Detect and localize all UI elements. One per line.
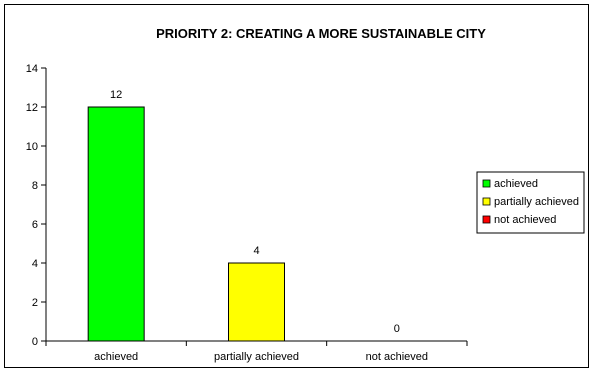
y-tick-label: 4 xyxy=(32,258,38,270)
category-label: partially achieved xyxy=(214,351,299,363)
chart-frame: PRIORITY 2: CREATING A MORE SUSTAINABLE … xyxy=(4,4,589,368)
chart-title: PRIORITY 2: CREATING A MORE SUSTAINABLE … xyxy=(156,26,486,41)
data-label: 4 xyxy=(253,245,259,257)
bar-chart: PRIORITY 2: CREATING A MORE SUSTAINABLE … xyxy=(26,26,585,363)
bar-achieved xyxy=(87,106,145,342)
y-tick-label: 14 xyxy=(26,63,38,75)
legend-label: not achieved xyxy=(494,214,556,226)
legend-label: achieved xyxy=(494,178,538,190)
legend-swatch xyxy=(482,197,491,206)
y-tick-label: 8 xyxy=(32,180,38,192)
legend-box xyxy=(476,171,585,234)
chart-legend: achieved partially achieved not achieved xyxy=(476,171,585,234)
data-label: 12 xyxy=(110,89,122,101)
data-label: 0 xyxy=(394,323,400,335)
y-tick-label: 10 xyxy=(26,141,38,153)
chart-bars: 12 achieved 4 partially achieved 0 not achiev… xyxy=(87,89,428,363)
category-label: achieved xyxy=(94,351,138,363)
legend-swatch xyxy=(482,215,491,224)
y-tick-label: 12 xyxy=(26,102,38,114)
y-tick-label: 2 xyxy=(32,297,38,309)
y-tick-label: 6 xyxy=(32,219,38,231)
legend-label: partially achieved xyxy=(494,196,579,208)
bar-partially-achieved xyxy=(228,262,285,342)
category-label: not achieved xyxy=(366,351,428,363)
y-tick-label: 0 xyxy=(32,336,38,348)
legend-swatch xyxy=(482,179,491,188)
